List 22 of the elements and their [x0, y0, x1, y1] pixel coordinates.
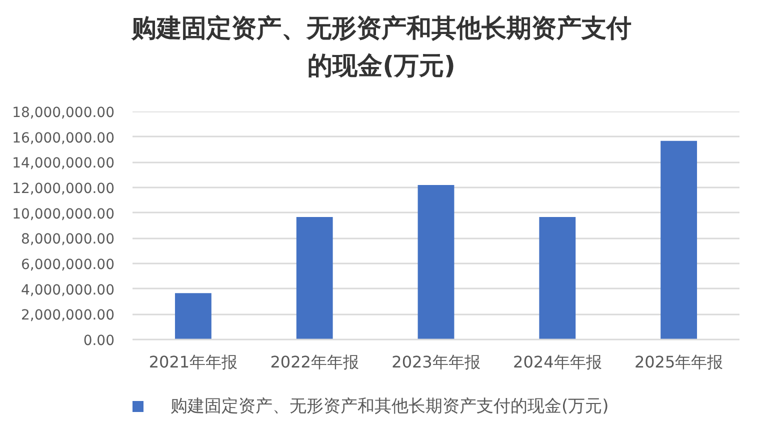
- y-tick-label: 2,000,000.00: [20, 308, 114, 324]
- bar: [660, 140, 698, 340]
- bar: [296, 217, 333, 340]
- x-tick-label: 2022年年报: [270, 352, 359, 372]
- y-tick-label: 18,000,000.00: [12, 105, 115, 121]
- y-tick-label: 6,000,000.00: [20, 257, 114, 273]
- y-tick-label: 8,000,000.00: [20, 232, 114, 248]
- legend-label: 购建固定资产、无形资产和其他长期资产支付的现金(万元): [170, 396, 609, 416]
- chart-title: 购建固定资产、无形资产和其他长期资产支付的现金(万元): [130, 14, 632, 80]
- y-tick-label: 0.00: [83, 333, 114, 349]
- y-tick-label: 10,000,000.00: [12, 206, 115, 222]
- y-tick-label: 12,000,000.00: [12, 181, 115, 197]
- bar: [418, 184, 454, 340]
- x-tick-label: 2025年年报: [634, 352, 724, 372]
- bar: [174, 293, 212, 340]
- x-tick-label: 2024年年报: [513, 352, 602, 372]
- y-tick-label: 14,000,000.00: [12, 156, 115, 172]
- x-tick-label: 2023年年报: [392, 352, 480, 372]
- y-tick-label: 16,000,000.00: [12, 130, 115, 146]
- x-tick-label: 2021年年报: [148, 352, 238, 372]
- y-tick-label: 4,000,000.00: [20, 282, 114, 298]
- bar: [539, 217, 576, 340]
